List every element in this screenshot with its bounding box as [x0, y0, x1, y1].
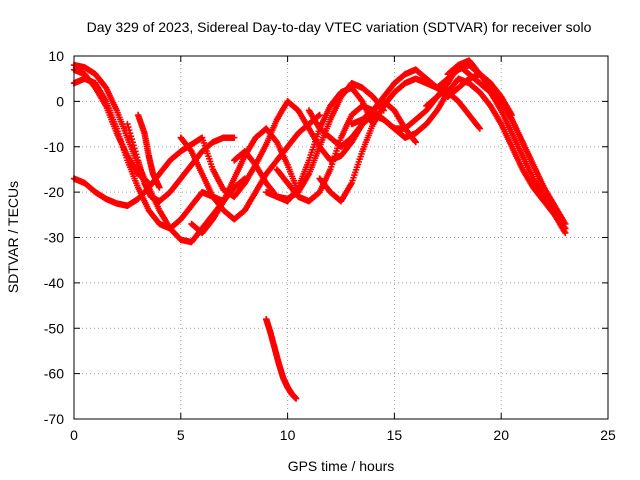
y-tick-label: -20: [44, 184, 64, 200]
data-point: [540, 184, 548, 191]
data-points: [70, 57, 569, 402]
y-tick-label: 0: [56, 93, 64, 109]
data-point: [125, 123, 132, 131]
data-point: [133, 151, 140, 158]
series-sat-h: [188, 125, 302, 237]
series-sat-r: [433, 61, 548, 191]
series-sat-k: [273, 84, 451, 205]
data-point: [562, 229, 569, 237]
series-sat-g: [177, 111, 323, 223]
data-point: [292, 395, 300, 402]
data-point: [316, 111, 323, 119]
data-point: [241, 175, 249, 182]
data-point: [127, 132, 135, 140]
grid: [74, 56, 608, 419]
data-point: [133, 154, 141, 161]
data-point: [476, 125, 484, 132]
data-point: [126, 129, 134, 137]
data-point: [411, 137, 419, 145]
x-tick-label: 20: [493, 427, 509, 443]
y-tick-label: 10: [48, 48, 64, 64]
axes: 0 5 10 15 20 25 -70 -60 -50 -40 -30 -20 -10 0 10: [44, 48, 616, 443]
data-point: [128, 135, 136, 143]
x-tick-label: 15: [387, 427, 403, 443]
series-sat-s: [444, 61, 569, 237]
y-tick-label: -50: [44, 320, 64, 336]
x-tick-label: 5: [177, 427, 185, 443]
x-tick-label: 0: [70, 427, 78, 443]
x-tick-label: 10: [280, 427, 296, 443]
y-tick-label: -60: [44, 366, 64, 382]
y-axis-label: SDTVAR / TECUs: [5, 181, 21, 293]
data-point: [130, 142, 137, 149]
chart-title: Day 329 of 2023, Sidereal Day-to-day VTE…: [87, 19, 592, 35]
data-point: [131, 145, 138, 152]
y-tick-label: -30: [44, 230, 64, 246]
data-point: [562, 220, 569, 228]
data-point: [125, 126, 133, 134]
data-point: [412, 139, 419, 146]
series-sat-p: [391, 75, 569, 232]
series-sat-f: [134, 111, 163, 191]
data-point: [231, 134, 238, 141]
data-point: [124, 120, 131, 128]
y-tick-label: -10: [44, 139, 64, 155]
y-tick-label: -40: [44, 275, 64, 291]
x-tick-label: 25: [600, 427, 616, 443]
data-point: [132, 148, 139, 155]
series-sat-n: [316, 75, 484, 205]
data-point: [156, 184, 163, 191]
series-sat-t: [263, 315, 300, 402]
data-point: [129, 139, 136, 146]
y-tick-label: -70: [44, 411, 64, 427]
data-point: [294, 185, 301, 192]
x-axis-label: GPS time / hours: [288, 458, 395, 474]
data-point: [475, 124, 483, 131]
